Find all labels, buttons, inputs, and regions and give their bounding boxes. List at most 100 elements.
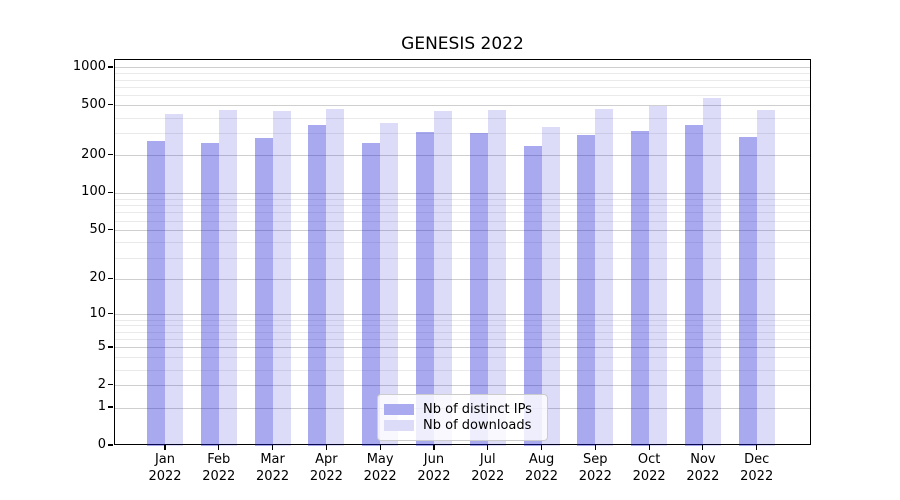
x-tick-mark [594,445,596,450]
gridline-minor [115,257,810,259]
x-axis-tick-label: Oct 2022 [609,451,689,485]
gridline-minor [115,117,810,119]
x-tick-year: 2022 [524,469,559,484]
gridline-minor [115,205,810,207]
x-axis-tick-label: Dec 2022 [717,451,797,485]
bar-downloads-nov [702,98,721,446]
bar-distinct-ips-mar [254,138,273,446]
plot-area [114,59,811,446]
x-tick-month: Sep [583,452,608,467]
y-tick-mark [108,277,113,279]
x-axis-tick-label: Sep 2022 [555,451,635,485]
x-tick-year: 2022 [202,469,236,484]
bar-downloads-feb [218,109,237,446]
x-axis-tick-label: May 2022 [340,451,420,485]
x-tick-year: 2022 [686,469,720,484]
x-tick-mark [379,445,381,450]
x-tick-mark [164,445,166,450]
x-axis-tick-label: Jan 2022 [125,451,205,485]
y-axis-tick-label: 50 [89,221,106,237]
bar-distinct-ips-jul [469,133,488,446]
x-tick-mark [756,445,758,450]
legend-item-downloads: Nb of downloads [384,418,539,433]
gridline-minor [115,357,810,359]
chart-title: GENESIS 2022 [401,34,524,54]
y-axis-tick-label: 0 [97,437,106,452]
y-tick-mark [108,406,113,408]
x-tick-month: Jul [479,452,496,467]
gridline-major [115,278,810,280]
legend: Nb of distinct IPs Nb of downloads [377,394,548,441]
bar-distinct-ips-apr [308,125,327,446]
bar-downloads-aug [541,126,560,446]
x-tick-mark [433,445,435,450]
gridline-minor [115,325,810,327]
gridline-major [115,105,810,107]
x-tick-year: 2022 [148,469,182,484]
x-tick-year: 2022 [417,469,451,484]
gridline-major [115,347,810,349]
x-tick-month: May [366,452,394,467]
gridline-minor [115,242,810,244]
bar-downloads-jan [165,113,183,446]
x-tick-month: Apr [315,452,338,467]
gridline-minor [115,331,810,333]
y-axis-tick-label: 500 [81,96,106,112]
x-axis-tick-label: Nov 2022 [663,451,743,485]
gridline-minor [115,198,810,200]
gridline-minor [115,339,810,341]
x-tick-year: 2022 [632,469,666,484]
x-tick-month: Jun [423,452,445,467]
x-tick-month: Oct [637,452,661,467]
y-tick-mark [108,191,113,194]
x-tick-month: Nov [690,452,716,467]
x-axis-tick-label: Jun 2022 [394,451,474,485]
x-tick-year: 2022 [256,469,290,484]
x-tick-year: 2022 [578,469,612,484]
y-tick-mark [108,313,113,315]
gridline-major [115,192,810,194]
x-axis-tick-label: Feb 2022 [179,451,259,485]
y-tick-mark [108,104,113,106]
x-tick-mark [271,445,274,450]
y-tick-mark [108,154,113,156]
y-tick-mark [108,384,113,386]
bar-distinct-ips-jun [415,131,434,446]
gridline-major [115,155,810,157]
y-axis-tick-label: 5 [97,338,106,354]
bar-downloads-oct [649,105,668,446]
y-axis-tick-label: 2 [97,376,106,392]
x-tick-mark [325,445,327,450]
x-axis-tick-label: Apr 2022 [286,451,366,485]
gridline-minor [115,95,810,97]
bar-distinct-ips-dec [738,136,757,446]
gridline-major [115,385,810,387]
y-axis-tick-label: 10 [89,305,106,321]
x-tick-month: Aug [528,452,555,467]
gridline-major [115,230,810,232]
gridline-minor [115,73,810,75]
x-tick-year: 2022 [363,469,397,484]
y-tick-mark [108,229,113,231]
gridline-minor [115,220,810,222]
bar-downloads-jun [433,110,452,446]
bar-downloads-mar [272,110,291,446]
gridline-minor [115,86,810,88]
x-tick-month: Jan [154,452,176,467]
y-axis-tick-label: 20 [89,270,106,286]
y-tick-mark [108,66,113,68]
x-tick-mark [702,445,704,450]
y-tick-mark [108,346,113,348]
gridline-major [115,67,810,69]
y-axis-tick-label: 1000 [72,58,106,74]
gridline-minor [115,212,810,214]
bar-distinct-ips-nov [684,125,703,446]
gridline-minor [115,79,810,81]
x-axis-tick-label: Mar 2022 [233,451,313,485]
bar-distinct-ips-aug [523,145,542,446]
x-tick-year: 2022 [309,469,343,484]
bar-downloads-sep [595,109,614,446]
legend-label-distinct-ips: Nb of distinct IPs [423,402,532,417]
bar-distinct-ips-jan [147,140,165,446]
